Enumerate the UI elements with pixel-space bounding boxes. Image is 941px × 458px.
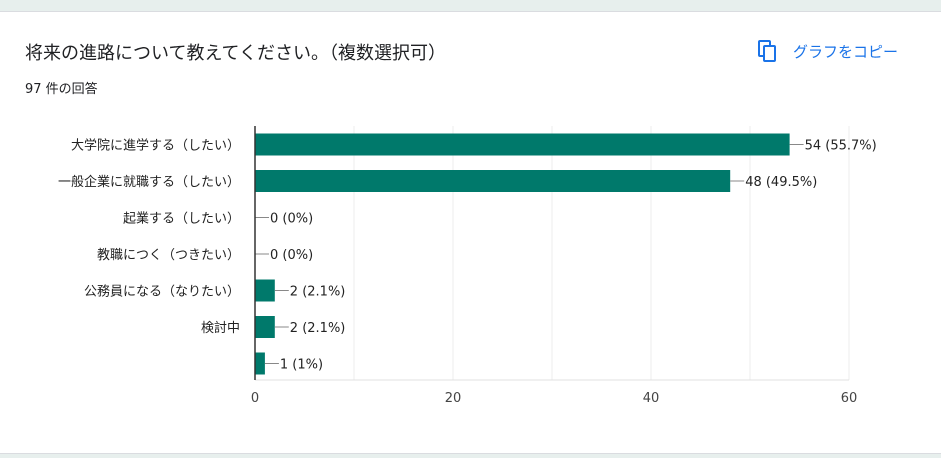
bar	[255, 352, 265, 375]
data-label: 0 (0%)	[270, 248, 313, 263]
category-label: 大学院に進学する（したい）	[71, 138, 240, 154]
data-label: 2 (2.1%)	[290, 285, 346, 300]
x-tick-label: 60	[841, 391, 858, 406]
x-tick-label: 40	[643, 391, 660, 406]
response-count: 97 件の回答	[25, 82, 98, 97]
bar	[255, 316, 275, 338]
category-label: 公務員になる（なりたい）	[84, 285, 240, 300]
data-label: 1 (1%)	[280, 358, 323, 373]
data-label: 48 (49.5%)	[745, 175, 817, 190]
bar	[255, 170, 731, 192]
question-title: 将来の進路について教えてください。（複数選択可）	[25, 43, 447, 64]
x-tick-label: 20	[445, 391, 462, 406]
category-label: 教職につく（つきたい）	[97, 247, 240, 263]
data-label: 54 (55.7%)	[805, 139, 877, 154]
bar	[255, 133, 790, 156]
category-label: 一般企業に就職する（したい）	[58, 174, 240, 190]
x-tick-label: 0	[251, 391, 259, 406]
data-label: 0 (0%)	[270, 212, 313, 227]
copy-chart-label: グラフをコピー	[793, 42, 899, 61]
copy-chart-button[interactable]: グラフをコピー	[757, 36, 898, 66]
category-label: 検討中	[201, 320, 240, 336]
bar	[255, 279, 275, 302]
data-label: 2 (2.1%)	[290, 321, 346, 336]
category-label: 起業する（したい）	[123, 211, 240, 227]
copy-icon	[757, 39, 779, 63]
